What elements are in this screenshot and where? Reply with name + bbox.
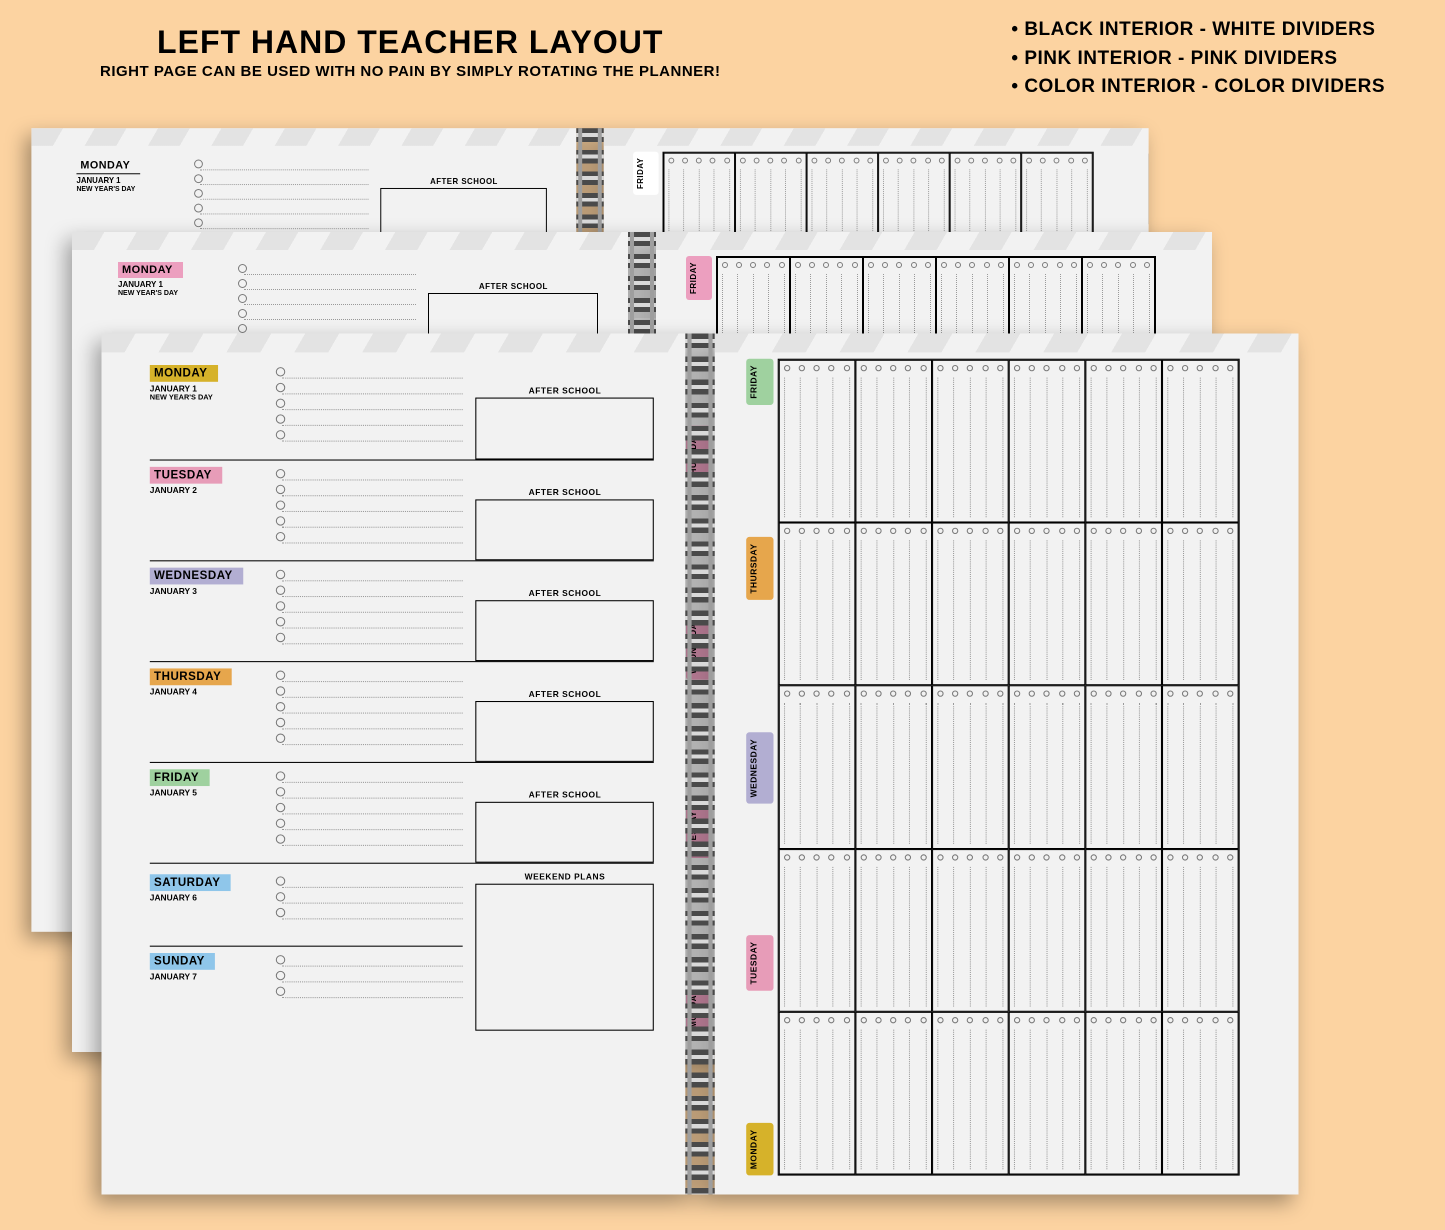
bullet-lines: [276, 951, 463, 1023]
day-row: MONDAY JANUARY 1NEW YEAR'S DAY AFTER SCHOO…: [150, 359, 654, 460]
day-date: JANUARY 7: [150, 972, 276, 981]
grid-cell: [778, 523, 855, 686]
bullet-lines: [276, 566, 463, 662]
day-date: JANUARY 6: [150, 893, 276, 902]
day-name-label: TUESDAY: [150, 467, 223, 484]
day-name-label: SUNDAY: [150, 953, 216, 970]
day-row: SATURDAY JANUARY 6: [150, 868, 463, 946]
after-school-box: AFTER SCHOOL: [476, 465, 655, 561]
grid-cell: [1009, 686, 1086, 849]
day-row: SUNDAY JANUARY 7: [150, 946, 463, 1024]
spiral-binding: [686, 334, 715, 1195]
grid-cell: [932, 523, 1009, 686]
rotated-day-label: THURSDAY: [746, 537, 773, 600]
grid-cell: [778, 849, 855, 1012]
planner-spread-color: JANUARYMONDAYJANUARY 1NEW YEAR'S DAYAFTE…: [102, 334, 1299, 1195]
day-date: JANUARY 2: [150, 486, 276, 495]
day-holiday-note: NEW YEAR'S DAY: [150, 394, 276, 401]
grid-cell: [1009, 523, 1086, 686]
after-school-box: AFTER SCHOOL: [476, 363, 655, 460]
bullet-item: BLACK INTERIOR - WHITE DIVIDERS: [1011, 16, 1385, 45]
day-row: THURSDAY JANUARY 4 AFTER SCHOOL: [150, 661, 654, 762]
grid-cell: [1085, 1012, 1162, 1175]
day-name-label: MONDAY: [150, 365, 218, 382]
day-date: JANUARY 5: [150, 788, 276, 797]
after-school-box: AFTER SCHOOL: [476, 666, 655, 762]
day-name-label: THURSDAY: [150, 668, 232, 685]
grid-cell: [1085, 849, 1162, 1012]
grid-cell: [1162, 360, 1239, 523]
grid-cell: [1085, 686, 1162, 849]
day-holiday-note: NEW YEAR'S DAY: [76, 186, 194, 193]
grid-cell: [855, 360, 932, 523]
grid-cell: [1162, 686, 1239, 849]
day-row: WEDNESDAY JANUARY 3 AFTER SCHOOL: [150, 560, 654, 661]
day-date: JANUARY 1: [150, 384, 276, 393]
rotated-day-label: FRIDAY: [746, 359, 773, 405]
bullet-item: PINK INTERIOR - PINK DIVIDERS: [1011, 45, 1385, 74]
grid-cell: [1009, 1012, 1086, 1175]
bullet-lines: [276, 363, 463, 460]
grid-cell: [932, 849, 1009, 1012]
grid-cell: [932, 686, 1009, 849]
grid-cell: [1162, 849, 1239, 1012]
headline: LEFT HAND TEACHER LAYOUT RIGHT PAGE CAN …: [100, 24, 720, 80]
day-holiday-note: NEW YEAR'S DAY: [118, 290, 238, 297]
rotated-day-label: FRIDAY: [633, 152, 658, 195]
variant-bullets: BLACK INTERIOR - WHITE DIVIDERS PINK INT…: [1011, 16, 1385, 102]
grid-cell: [932, 1012, 1009, 1175]
grid-cell: [1162, 1012, 1239, 1175]
headline-subtitle: RIGHT PAGE CAN BE USED WITH NO PAIN BY S…: [100, 63, 720, 80]
day-name-label: WEDNESDAY: [150, 568, 243, 585]
grid-cell: [1162, 523, 1239, 686]
day-date: JANUARY 1: [118, 280, 238, 289]
bullet-lines: [276, 872, 463, 946]
grid-cell: [1009, 360, 1086, 523]
grid-cell: [778, 1012, 855, 1175]
grid-cell: [855, 1012, 932, 1175]
grid-cell: [1085, 360, 1162, 523]
day-date: JANUARY 4: [150, 687, 276, 696]
day-name-label: FRIDAY: [150, 769, 210, 786]
day-name-label: SATURDAY: [150, 874, 231, 891]
bullet-lines: [276, 465, 463, 561]
day-date: JANUARY 1: [76, 176, 194, 185]
after-school-box: AFTER SCHOOL: [476, 566, 655, 662]
bullet-item: COLOR INTERIOR - COLOR DIVIDERS: [1011, 73, 1385, 102]
grid-cell: [855, 686, 932, 849]
day-row: FRIDAY JANUARY 5 AFTER SCHOOL: [150, 762, 654, 863]
grid-cell: [932, 360, 1009, 523]
grid-cell: [855, 849, 932, 1012]
after-school-box: AFTER SCHOOL: [476, 767, 655, 863]
headline-title: LEFT HAND TEACHER LAYOUT: [100, 24, 720, 61]
day-row: TUESDAY JANUARY 2 AFTER SCHOOL: [150, 460, 654, 561]
bullet-lines: [276, 767, 463, 863]
day-date: JANUARY 3: [150, 587, 276, 596]
grid-cell: [1009, 849, 1086, 1012]
grid-cell: [778, 360, 855, 523]
grid-cell: [778, 686, 855, 849]
rotated-day-label: TUESDAY: [746, 935, 773, 991]
day-name-label: MONDAY: [118, 262, 183, 278]
schedule-grid: [777, 359, 1239, 1176]
rotated-day-label: MONDAY: [746, 1123, 773, 1175]
grid-cell: [1085, 523, 1162, 686]
rotated-day-label: FRIDAY: [686, 256, 712, 300]
rotated-day-label: WEDNESDAY: [746, 732, 773, 803]
weekend-plans-box: WEEKEND PLANS: [476, 868, 655, 1031]
page-right: MONDAYTUESDAYWEDNESDAYTHURSDAYFRIDAYFEBR…: [714, 334, 1298, 1195]
day-name-label: MONDAY: [76, 158, 140, 175]
bullet-lines: [276, 666, 463, 762]
page-left: JANUARYMONDAYJANUARY 1NEW YEAR'S DAYAFTE…: [102, 334, 686, 1195]
grid-cell: [855, 523, 932, 686]
